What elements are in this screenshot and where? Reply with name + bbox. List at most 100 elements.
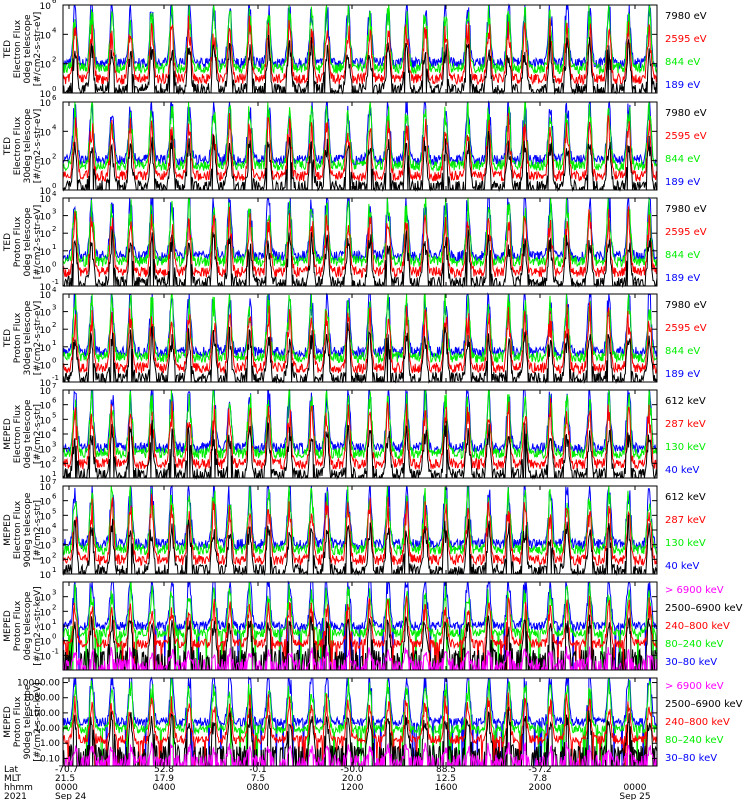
y-tick-exponent: 4 — [52, 190, 57, 198]
series-trace-4 — [62, 581, 658, 671]
x-tick-label-lat: -70.7 — [55, 765, 78, 775]
y-tick-exponent: 1 — [52, 243, 56, 251]
legend-entry: 189 eV — [665, 177, 700, 188]
legend-entry: 7980 eV — [665, 11, 707, 22]
legend-entry: 2595 eV — [665, 323, 707, 334]
legend-entry: 2500–6900 keV — [665, 603, 743, 614]
y-tick-label: 10 — [40, 187, 52, 197]
y-tick-exponent: 4 — [52, 426, 57, 434]
x-axis-row-label: 2021 — [4, 792, 27, 800]
y-tick-exponent: 6 — [52, 94, 57, 102]
y-tick-exponent: 5 — [52, 507, 56, 515]
y-tick-exponent: 1 — [52, 618, 56, 626]
y-tick-exponent: 4 — [52, 123, 57, 131]
series-trace-2 — [62, 302, 658, 376]
y-tick-label: 10 — [40, 379, 52, 389]
series-trace-3 — [62, 692, 658, 767]
legend-entry: 2500–6900 keV — [665, 699, 743, 710]
y-tick-exponent: 6 — [52, 397, 57, 405]
series-trace-3 — [62, 388, 658, 461]
x-tick-label-hhmm: 0400 — [153, 783, 176, 793]
y-tick-label: 10 — [40, 309, 52, 319]
legend-entry: 80–240 keV — [665, 639, 724, 650]
legend-entry: 130 keV — [665, 538, 706, 549]
series-trace-3 — [62, 293, 658, 365]
y-axis-label-line: Electron Flux — [13, 500, 23, 559]
y-tick-label: 10 — [40, 344, 52, 354]
y-tick-label: 10 — [40, 431, 52, 441]
x-tick-label-lat: -0.1 — [249, 765, 267, 775]
panel-frame — [62, 293, 658, 383]
y-axis-label-line: 0deg telescope — [23, 207, 33, 277]
legend-entry: 287 keV — [665, 515, 706, 526]
y-axis-label-line: [#/cm2-s-str-eV] — [33, 205, 43, 280]
y-tick-label: 10 — [40, 361, 52, 371]
legend-entry: 240–800 keV — [665, 621, 730, 632]
y-axis-label-line: 0deg telescope — [23, 591, 33, 661]
y-tick-label: 10 — [40, 483, 52, 493]
y-tick-label: 100.00 — [29, 709, 61, 719]
legend-entry: 40 keV — [665, 465, 699, 476]
x-tick-label-hhmm: 0000 — [55, 783, 78, 793]
y-tick-label: 10 — [40, 248, 52, 258]
y-axis-label-line: [#/cm2-s-str-keV] — [33, 682, 43, 761]
legend-entry: > 6900 keV — [665, 585, 724, 596]
y-tick-exponent: 2 — [52, 455, 56, 463]
legend-entry: 7980 eV — [665, 108, 707, 119]
y-tick-label: 10 — [40, 90, 52, 100]
x-axis-row-label: MLT — [4, 774, 22, 784]
series-trace-1 — [62, 34, 658, 95]
y-tick-label: 10000.00 — [17, 679, 60, 689]
y-tick-label: 10 — [40, 594, 52, 604]
y-tick-label: 10 — [40, 638, 52, 648]
y-tick-label: 10 — [40, 498, 52, 508]
y-tick-exponent: -1 — [52, 374, 59, 382]
y-tick-exponent: 0 — [52, 356, 56, 364]
y-tick-label: 10 — [40, 99, 52, 109]
panel-frame — [62, 197, 658, 287]
series-trace-1 — [62, 229, 658, 288]
legend-entry: 287 keV — [665, 419, 706, 430]
series-trace-5 — [62, 676, 657, 767]
x-axis-row-label: Lat — [4, 765, 19, 775]
y-tick-label: 10 — [40, 291, 52, 301]
y-axis-label-line: 0deg telescope — [23, 14, 33, 84]
legend-entry: 844 eV — [665, 154, 700, 165]
y-tick-exponent: 2 — [52, 551, 56, 559]
y-tick-label: 10 — [40, 265, 52, 275]
y-tick-exponent: 5 — [52, 411, 56, 419]
x-tick-label-hhmm: 2000 — [529, 783, 552, 793]
y-tick-exponent: 1 — [52, 470, 56, 478]
y-tick-exponent: 2 — [52, 603, 56, 611]
x-tick-label-hhmm: 1200 — [341, 783, 364, 793]
legend-entry: 189 eV — [665, 80, 700, 91]
y-tick-exponent: 0 — [52, 182, 56, 190]
x-tick-label-lat: 52.8 — [154, 765, 174, 775]
series-trace-3 — [62, 197, 658, 269]
y-axis-label-line: Electron Flux — [13, 404, 23, 463]
y-axis-label-line: Electron Flux — [13, 116, 23, 175]
y-tick-exponent: -1 — [52, 647, 59, 655]
x-tick-label-lat: -57.2 — [528, 765, 551, 775]
y-tick-label: 10 — [40, 326, 52, 336]
y-axis-label-line: MEPED — [3, 418, 13, 450]
y-tick-label: 10 — [40, 608, 52, 618]
y-tick-exponent: 3 — [52, 208, 56, 216]
y-tick-exponent: 4 — [52, 26, 57, 34]
x-tick-label-mlt: 7.5 — [251, 774, 265, 784]
y-axis-label-line: TED — [3, 137, 13, 156]
y-tick-exponent: -1 — [52, 278, 59, 286]
y-tick-exponent: 0 — [52, 260, 56, 268]
y-tick-label: 10 — [40, 512, 52, 522]
legend-entry: 80–240 keV — [665, 735, 724, 746]
legend-entry: 189 eV — [665, 273, 700, 284]
y-tick-label: 10 — [40, 283, 52, 293]
y-tick-label: 10 — [40, 527, 52, 537]
y-tick-exponent: 0 — [52, 633, 56, 641]
y-tick-label: 10 — [40, 542, 52, 552]
y-tick-label: 10 — [40, 623, 52, 633]
legend-entry: 844 eV — [665, 250, 700, 261]
legend-entry: 612 keV — [665, 396, 706, 407]
